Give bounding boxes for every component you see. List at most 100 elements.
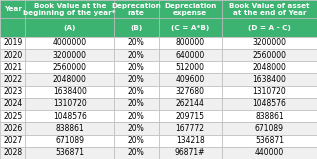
Text: 20%: 20% <box>128 63 145 72</box>
Bar <box>222 73 317 86</box>
Text: Depreciation
expense: Depreciation expense <box>164 3 217 16</box>
Bar <box>0 37 25 49</box>
Text: 20%: 20% <box>128 100 145 108</box>
Bar <box>0 18 25 37</box>
Bar <box>0 49 25 61</box>
Bar <box>158 61 222 73</box>
Text: 2022: 2022 <box>3 75 22 84</box>
Bar <box>0 98 25 110</box>
Text: 1310720: 1310720 <box>53 100 87 108</box>
Bar <box>114 147 158 159</box>
Text: 20%: 20% <box>128 148 145 157</box>
Text: 2028: 2028 <box>3 148 22 157</box>
Bar <box>158 110 222 122</box>
Text: 2025: 2025 <box>3 112 22 121</box>
Text: 2023: 2023 <box>3 87 22 96</box>
Bar <box>0 0 25 18</box>
Bar <box>25 110 114 122</box>
Bar <box>0 110 25 122</box>
Text: 20%: 20% <box>128 87 145 96</box>
Bar <box>222 61 317 73</box>
Text: 2024: 2024 <box>3 100 22 108</box>
Text: 800000: 800000 <box>176 38 205 47</box>
Bar <box>222 147 317 159</box>
Bar <box>158 122 222 135</box>
Bar <box>25 122 114 135</box>
Text: Deprecation
rate: Deprecation rate <box>111 3 161 16</box>
Text: 20%: 20% <box>128 124 145 133</box>
Bar <box>158 147 222 159</box>
Bar <box>158 0 222 18</box>
Bar <box>158 86 222 98</box>
Text: Book Value of asset
at the end of Year: Book Value of asset at the end of Year <box>229 3 310 16</box>
Bar <box>114 122 158 135</box>
Bar <box>158 18 222 37</box>
Text: Year: Year <box>4 6 22 12</box>
Bar <box>222 110 317 122</box>
Text: 2020: 2020 <box>3 51 22 59</box>
Text: 327680: 327680 <box>176 87 205 96</box>
Bar <box>114 18 158 37</box>
Text: 167772: 167772 <box>176 124 205 133</box>
Text: 1310720: 1310720 <box>253 87 286 96</box>
Bar <box>222 135 317 147</box>
Bar <box>114 49 158 61</box>
Bar <box>0 86 25 98</box>
Text: 512000: 512000 <box>176 63 205 72</box>
Bar <box>222 122 317 135</box>
Bar <box>0 73 25 86</box>
Bar <box>114 110 158 122</box>
Text: 4000000: 4000000 <box>53 38 87 47</box>
Text: 1638400: 1638400 <box>53 87 87 96</box>
Bar <box>25 37 114 49</box>
Bar <box>114 0 158 18</box>
Text: 536871: 536871 <box>55 148 84 157</box>
Text: 536871: 536871 <box>255 136 284 145</box>
Bar <box>222 86 317 98</box>
Text: 2027: 2027 <box>3 136 22 145</box>
Text: 838861: 838861 <box>55 124 84 133</box>
Bar <box>158 98 222 110</box>
Bar <box>0 135 25 147</box>
Text: 2560000: 2560000 <box>252 51 287 59</box>
Text: 20%: 20% <box>128 75 145 84</box>
Text: 3200000: 3200000 <box>53 51 87 59</box>
Bar <box>114 37 158 49</box>
Text: 262144: 262144 <box>176 100 205 108</box>
Text: 409600: 409600 <box>176 75 205 84</box>
Text: 3200000: 3200000 <box>252 38 287 47</box>
Bar <box>25 73 114 86</box>
Text: 671089: 671089 <box>55 136 84 145</box>
Text: 20%: 20% <box>128 38 145 47</box>
Text: 20%: 20% <box>128 112 145 121</box>
Bar <box>114 98 158 110</box>
Text: 2560000: 2560000 <box>53 63 87 72</box>
Bar <box>114 61 158 73</box>
Text: 20%: 20% <box>128 136 145 145</box>
Bar <box>25 98 114 110</box>
Text: 440000: 440000 <box>255 148 284 157</box>
Text: 1048576: 1048576 <box>253 100 286 108</box>
Text: (A): (A) <box>63 24 76 31</box>
Text: 2019: 2019 <box>3 38 22 47</box>
Bar <box>222 98 317 110</box>
Bar <box>114 73 158 86</box>
Bar <box>25 135 114 147</box>
Bar <box>158 73 222 86</box>
Text: Book Value at the
beginning of the year*: Book Value at the beginning of the year* <box>23 3 116 16</box>
Text: 1638400: 1638400 <box>253 75 286 84</box>
Bar <box>25 86 114 98</box>
Text: 134218: 134218 <box>176 136 204 145</box>
Bar <box>158 37 222 49</box>
Bar <box>222 0 317 18</box>
Bar <box>158 135 222 147</box>
Text: 209715: 209715 <box>176 112 205 121</box>
Bar <box>25 0 114 18</box>
Bar <box>0 147 25 159</box>
Text: 671089: 671089 <box>255 124 284 133</box>
Bar <box>114 86 158 98</box>
Text: 2026: 2026 <box>3 124 22 133</box>
Bar <box>222 37 317 49</box>
Bar <box>25 18 114 37</box>
Text: (B): (B) <box>130 24 142 31</box>
